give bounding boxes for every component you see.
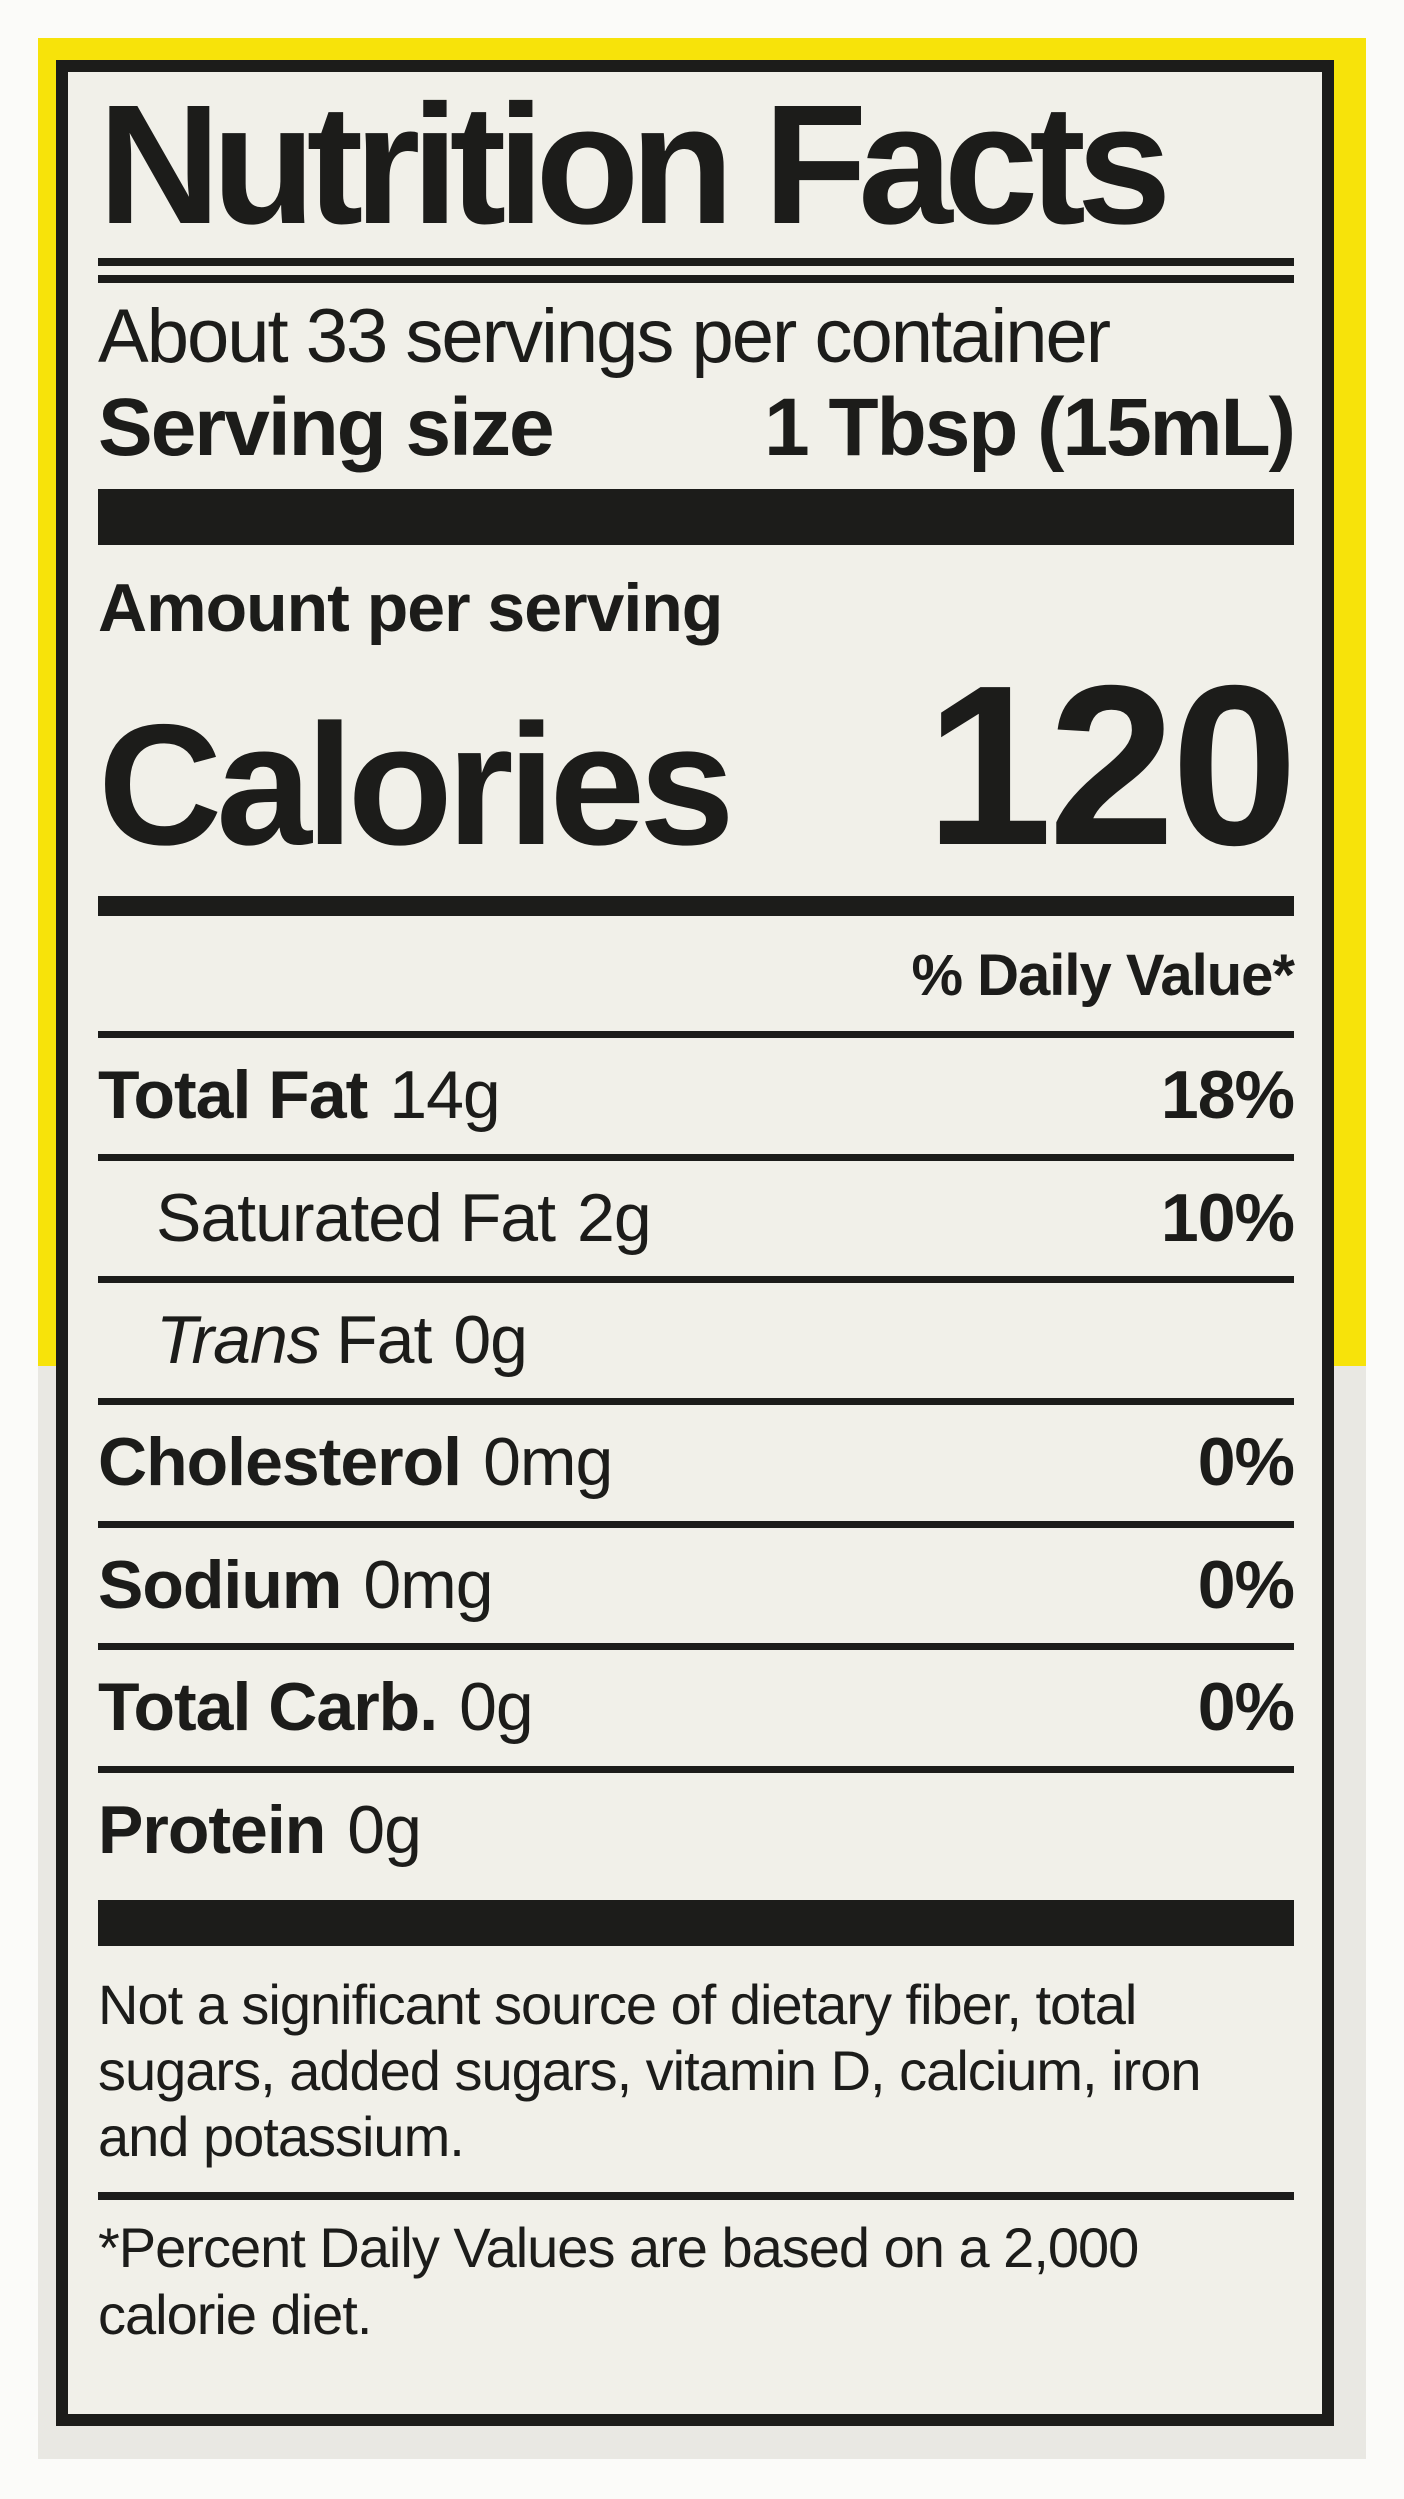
- serving-size-value: 1 Tbsp (15mL): [764, 381, 1296, 473]
- nutrient-name: Total Carb.: [98, 1669, 438, 1746]
- nutrient-name: Protein: [98, 1791, 326, 1868]
- thick-separator-bar: [98, 1899, 1294, 1946]
- nutrient-dv: 10%: [1160, 1179, 1295, 1256]
- thin-separator-rule: [98, 1398, 1294, 1406]
- nutrient-row-cholesterol: Cholesterol 0mg 0%: [98, 1405, 1295, 1520]
- nutrient-name: Sodium: [98, 1546, 342, 1623]
- nutrient-amount: 0mg: [483, 1424, 613, 1501]
- nutrient-amount: 0mg: [363, 1546, 493, 1623]
- nutrient-amount: 0g: [459, 1669, 534, 1746]
- thin-separator-rule: [98, 1765, 1294, 1773]
- daily-value-header: % Daily Value*: [911, 943, 1295, 1009]
- nutrient-dv: 0%: [1197, 1424, 1295, 1501]
- nutrient-row-saturated-fat: Saturated Fat 2g 10%: [98, 1161, 1295, 1276]
- nutrient-dv: 18%: [1160, 1057, 1295, 1134]
- thin-separator-rule: [98, 1153, 1294, 1161]
- nutrient-row-trans-fat: Trans Fat 0g: [98, 1283, 1294, 1398]
- nutrient-row-sodium: Sodium 0mg 0%: [98, 1528, 1295, 1643]
- serving-size-label: Serving size: [98, 381, 555, 473]
- thin-separator-rule: [98, 1275, 1294, 1283]
- label-title: Nutrition Facts: [98, 70, 1171, 260]
- calories-row: Calories 120: [98, 639, 1298, 894]
- nutrition-facts-label: Nutrition Facts About 33 servings per co…: [56, 60, 1334, 2426]
- calories-value: 120: [925, 639, 1298, 894]
- nutrient-amount: 14g: [389, 1057, 500, 1134]
- thin-separator-rule: [98, 1520, 1294, 1528]
- nutrient-name-italic: Trans: [156, 1301, 321, 1378]
- serving-size-row: Serving size 1 Tbsp (15mL): [98, 381, 1296, 473]
- nutrient-name: Cholesterol: [98, 1424, 462, 1501]
- nutrient-dv: 0%: [1197, 1546, 1295, 1623]
- thin-separator-rule: [98, 1643, 1294, 1651]
- nutrient-name: Total Fat: [98, 1057, 368, 1134]
- nutrient-dv: 0%: [1197, 1669, 1295, 1746]
- calories-label: Calories: [98, 689, 735, 882]
- nutrient-amount: 0g: [453, 1301, 528, 1378]
- nutrient-name: Saturated Fat: [156, 1179, 556, 1256]
- thick-separator-bar: [98, 488, 1294, 545]
- medium-separator-rule: [98, 896, 1294, 917]
- footnote-separator-rule: [98, 2192, 1294, 2201]
- nutrient-amount: 0g: [347, 1791, 422, 1868]
- amount-per-serving: Amount per serving: [98, 569, 723, 646]
- nutrient-row-protein: Protein 0g: [98, 1773, 1294, 1888]
- double-rule-separator: [98, 258, 1294, 283]
- nutrient-row-total-carb: Total Carb. 0g 0%: [98, 1650, 1295, 1765]
- footnote-text: *Percent Daily Values are based on a 2,0…: [98, 2216, 1139, 2347]
- disclaimer-text: Not a significant source of dietary fibe…: [98, 1972, 1202, 2169]
- nutrient-name: Fat: [336, 1301, 432, 1378]
- nutrient-row-total-fat: Total Fat 14g 18%: [98, 1038, 1295, 1153]
- servings-per-container: About 33 servings per container: [98, 294, 1111, 379]
- thin-separator-rule: [98, 1031, 1294, 1039]
- nutrient-amount: 2g: [577, 1179, 652, 1256]
